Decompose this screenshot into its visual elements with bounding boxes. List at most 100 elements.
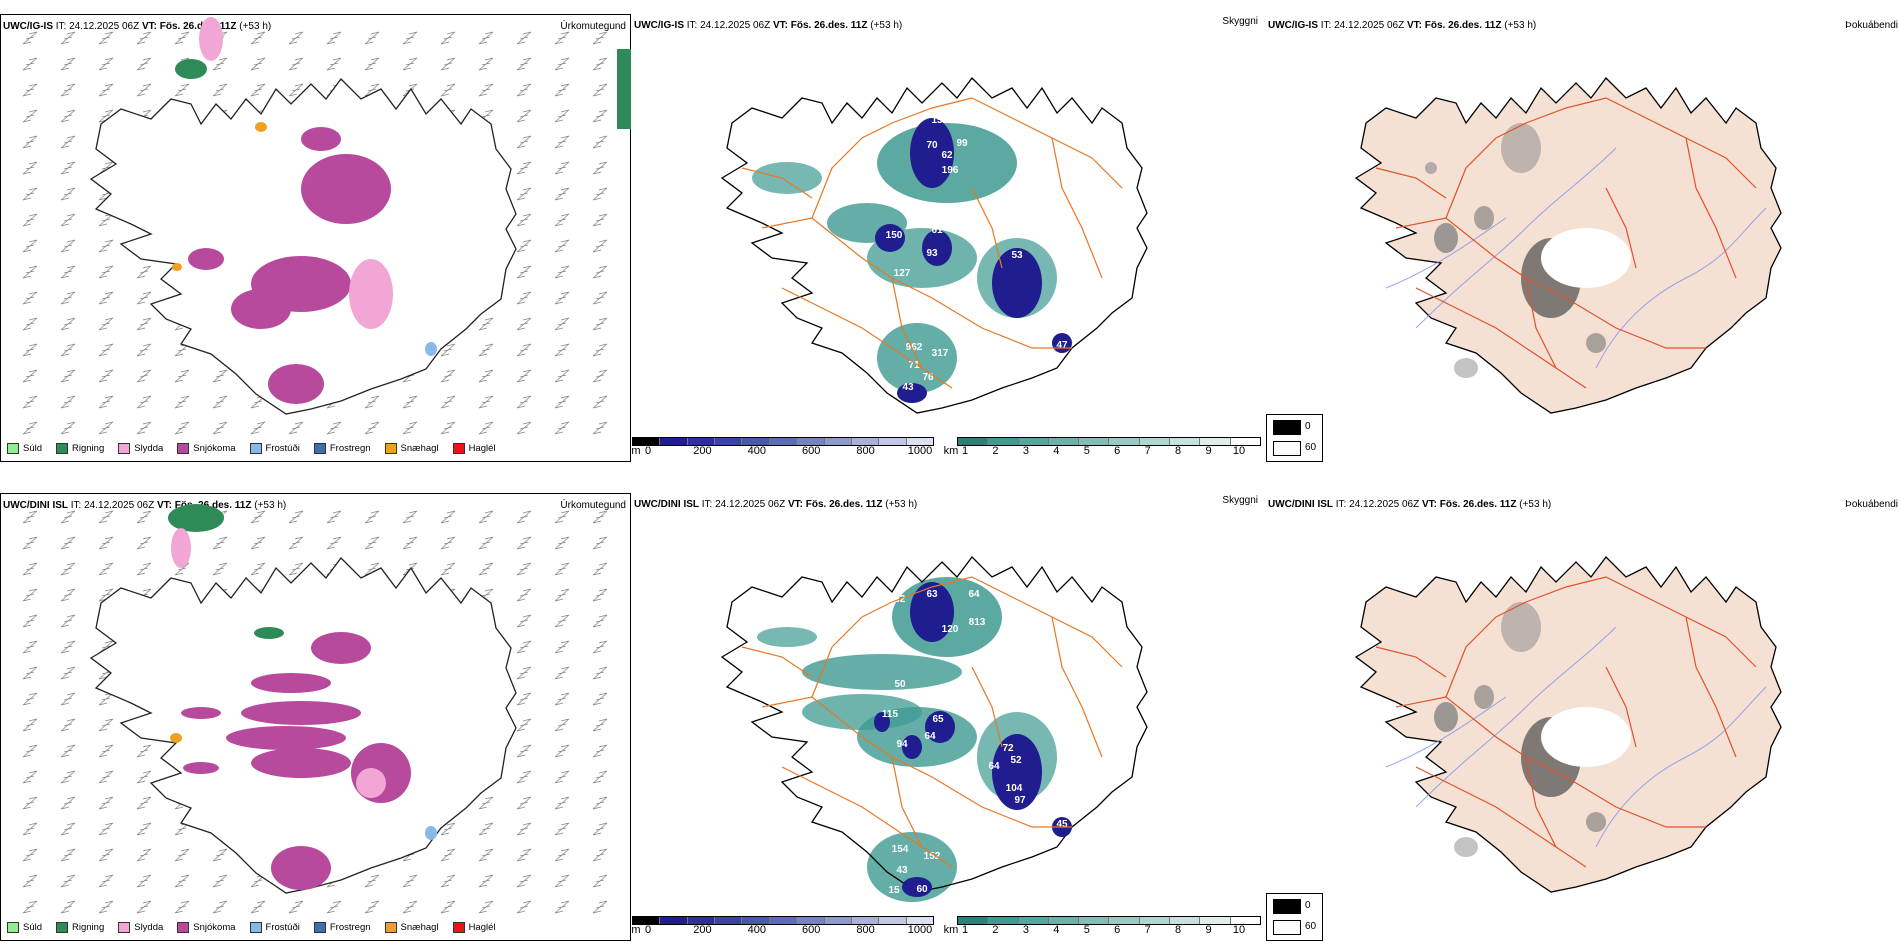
model-name: UWC/IG-IS (634, 20, 684, 31)
wind-barb (136, 770, 152, 784)
wind-barb (592, 369, 608, 383)
wind-barb (516, 562, 532, 576)
wind-barb (440, 343, 456, 357)
visibility-colorbar (957, 916, 1261, 925)
wind-barb (60, 83, 76, 97)
wind-barb (402, 510, 418, 524)
wind-barb (554, 718, 570, 732)
wind-barb (212, 562, 228, 576)
wind-barb (554, 614, 570, 628)
wind-barb (440, 562, 456, 576)
wind-barb (60, 640, 76, 654)
wind-barb (554, 421, 570, 435)
wind-barb (98, 265, 114, 279)
wind-barb (174, 31, 190, 45)
wind-barb (516, 109, 532, 123)
wind-barb (478, 848, 494, 862)
legend-label: Snæhagl (400, 443, 439, 454)
model-name: UWC/IG-IS (3, 21, 53, 32)
wind-barb (326, 510, 342, 524)
wind-barb (136, 562, 152, 576)
legend-swatch (249, 922, 262, 933)
wind-barb (592, 796, 608, 810)
wind-barb (364, 900, 380, 914)
height-unit: m (631, 445, 641, 457)
it-value: 24.12.2025 06Z (69, 21, 140, 32)
wind-barb (592, 692, 608, 706)
legend-swatch (249, 443, 262, 454)
wind-barb (478, 822, 494, 836)
wind-barb (22, 83, 38, 97)
tick-label: 10 (1232, 445, 1246, 457)
wind-barb (98, 421, 114, 435)
tick-label: 1 (961, 924, 969, 936)
wind-barb (288, 421, 304, 435)
vt-value: Fös. 26.des. 11Z (1424, 20, 1502, 31)
wind-barb (440, 510, 456, 524)
wind-barb (478, 421, 494, 435)
wind-barb (478, 57, 494, 71)
road (971, 187, 1003, 269)
tick-label: 600 (802, 924, 821, 936)
lead-time: (+53 h) (885, 499, 918, 510)
road (761, 217, 1072, 349)
wind-barb (98, 536, 114, 550)
wind-barb (98, 874, 114, 888)
road (1395, 217, 1706, 349)
wind-barb (554, 109, 570, 123)
tick-label: 4 (1053, 445, 1060, 457)
road (1685, 616, 1737, 758)
wind-barb (98, 291, 114, 305)
road (1685, 137, 1737, 279)
tick-label: 2 (992, 445, 999, 457)
legend-swatch (56, 443, 69, 454)
road (1525, 277, 1587, 389)
tick-label: 10 (1232, 924, 1246, 936)
wind-barb (554, 213, 570, 227)
wind-barb (592, 31, 608, 45)
tick-label: 3 (1022, 445, 1029, 457)
wind-barb (478, 83, 494, 97)
visibility-value-label: 70 (926, 140, 938, 151)
wind-barb (554, 848, 570, 862)
it-label: IT: (70, 500, 82, 511)
visibility-value-label: 50 (894, 679, 906, 690)
wind-barb (98, 666, 114, 680)
wind-barb (60, 31, 76, 45)
wind-barb (60, 135, 76, 149)
wind-barb (592, 291, 608, 305)
legend-label: Súld (23, 443, 43, 454)
wind-barb (136, 421, 152, 435)
wind-barb (554, 874, 570, 888)
road (1415, 766, 1557, 848)
wind-barb (554, 536, 570, 550)
wind-barb (212, 536, 228, 550)
legend-item: Snjókoma (177, 443, 236, 454)
tick-label: 800 (856, 445, 875, 457)
legend-label: Frostúði (265, 922, 300, 933)
wind-barb (326, 421, 342, 435)
wind-barb (98, 588, 114, 602)
wind-barb (592, 900, 608, 914)
legend-item: Snæhagl (384, 443, 439, 454)
fog-rivers (1385, 147, 1767, 369)
height-colorbar (632, 916, 934, 925)
legend-item: Frostregn (313, 443, 371, 454)
vt-label: VT: (772, 20, 788, 31)
it-label: IT: (1335, 499, 1347, 510)
precip-legend: Súld Rigning Slydda Snjókoma Frostúði Frostre… (7, 443, 496, 454)
wind-barb (60, 213, 76, 227)
wind-barb (364, 510, 380, 524)
tick-label: 4 (1053, 924, 1060, 936)
wind-barb (174, 874, 190, 888)
it-value: 24.12.2025 06Z (1349, 499, 1420, 510)
wind-barb (364, 874, 380, 888)
wind-barb (516, 213, 532, 227)
legend-label: Slydda (134, 922, 164, 933)
road (1051, 616, 1103, 758)
panel-header: UWC/DINI ISL IT: 24.12.2025 06Z VT: Fös.… (634, 499, 917, 510)
wind-barb (592, 510, 608, 524)
tick-label: 5 (1083, 924, 1090, 936)
legend-item: Snæhagl (384, 922, 439, 933)
visibility-value-label: 856 (892, 200, 909, 211)
